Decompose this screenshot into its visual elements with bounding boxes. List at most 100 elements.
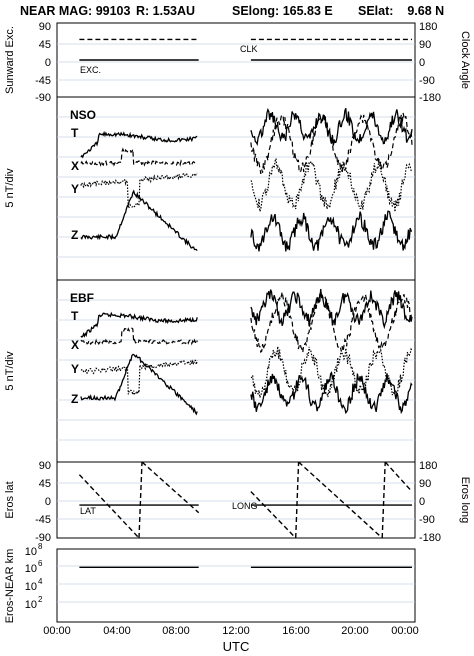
p5-tick-1: 10 6 [25,559,43,575]
p4-ann-lat: LAT [80,506,96,516]
p1-left-label: Sunward Exc. [4,26,16,94]
p4-rt-4: -180 [419,532,441,544]
panel-eros-latlong: 90 45 0 -45 -90 180 90 0 -90 -180 Eros l… [4,460,471,544]
panel-sunward-clock: 90 45 0 -45 -90 180 90 0 -90 -180 Sunwar… [4,21,471,104]
header-title: NEAR MAG: 99103 [20,4,130,18]
series-t-seg-0 [80,311,198,338]
panel3-lines [80,288,413,416]
p1-right-label: Clock Angle [459,31,471,89]
magnetometer-chart: 90 45 0 -45 -90 180 90 0 -90 -180 Sunwar… [4,21,471,654]
p1-ann-exc: EXC. [80,65,101,75]
x-axis-label: UTC [223,639,250,654]
header-selong: SElong: 165.83 E [232,4,333,18]
p1-rt-0: 180 [419,21,437,33]
panel2-lines [80,107,413,252]
p4-ann-long: LONG [232,501,258,511]
x-tick-2: 08:00 [162,625,190,637]
p5-tick-0-base: 10 [25,546,37,558]
p1-lt-0: 90 [39,21,51,33]
series-long-seg-7 [384,461,413,493]
p2-ann-t: T [71,126,79,140]
p5-tick-2-base: 10 [25,581,37,593]
header: NEAR MAG: 99103 R: 1.53AU SElong: 165.83… [0,0,474,20]
x-axis: 00:00 04:00 08:00 12:00 16:00 20:00 00:0… [43,625,419,654]
series-long-seg-4 [295,461,300,539]
p3-ann-y: Y [71,362,79,376]
p5-tick-3: 10 2 [25,595,43,611]
p1-lt-3: -45 [35,75,51,87]
panel4-grid [57,482,415,520]
x-tick-0: 00:00 [43,625,71,637]
series-z-seg-0 [80,189,198,252]
p3-ann-x: X [71,338,79,352]
series-x-seg-1 [250,112,413,175]
series-z-seg-1 [250,371,413,415]
p4-lt-4: -90 [35,532,51,544]
series-long-seg-5 [298,461,383,539]
series-long-seg-3 [250,491,297,539]
series-t-seg-1 [250,107,413,147]
p4-left-label: Eros lat [4,481,16,518]
p4-lt-0: 90 [39,460,51,472]
x-tick-4: 16:00 [282,625,310,637]
header-svg: NEAR MAG: 99103 R: 1.53AU SElong: 165.83… [20,4,444,18]
series-z-seg-1 [250,210,413,252]
p1-rt-3: -90 [419,75,435,87]
x-tick-5: 20:00 [341,625,369,637]
panel3-frame [56,279,416,463]
header-r: R: 1.53AU [136,4,195,18]
p2-ann-z: Z [71,228,78,242]
series-x-seg-0 [80,147,198,167]
series-long-seg-2 [141,461,200,514]
p4-lt-1: 45 [39,478,51,490]
p1-rt-4: -180 [419,92,441,104]
p5-tick-1-exp: 6 [38,559,43,568]
p4-right-label: Eros long [459,477,471,523]
x-tick-1: 04:00 [103,625,131,637]
p4-rt-2: 0 [419,496,425,508]
p5-left-label: Eros-NEAR km [4,549,16,624]
p1-ann-clk: CLK [240,44,258,54]
p5-tick-1-base: 10 [25,563,37,575]
p1-rt-1: 90 [419,39,431,51]
p2-ann-y: Y [71,182,79,196]
series-x-seg-0 [80,327,198,346]
p5-tick-2-exp: 4 [38,577,43,586]
series-y-seg-0 [80,359,198,396]
panel5-frame [56,548,416,623]
p5-tick-3-exp: 2 [38,595,43,604]
p4-lt-2: 0 [45,496,51,508]
series-t-seg-0 [80,130,198,159]
p5-tick-3-base: 10 [25,599,37,611]
p3-left-label: 5 nT/div [4,351,16,391]
panel-eros-near-distance: 10 8 10 6 10 4 10 2 Eros-NEAR km [4,542,416,624]
panel1-grid [57,43,415,81]
series-z-seg-0 [80,353,198,416]
panel4-frame [56,461,416,539]
header-selat: SElat: 9.68 N [358,4,444,18]
panel4-lines [78,461,413,539]
p4-lt-3: -45 [35,514,51,526]
p2-left-label: 5 nT/div [4,168,16,208]
p5-tick-2: 10 4 [25,577,43,593]
panel2-frame [56,96,416,281]
p5-tick-0-exp: 8 [38,542,43,551]
series-long-seg-1 [138,461,143,539]
p3-title: EBF [70,291,94,305]
x-tick-3: 12:00 [222,625,250,637]
panel-ebf: 5 nT/div EBF T X Y Z [4,279,416,463]
series-long-seg-6 [381,461,386,539]
series-t-seg-1 [250,288,413,330]
p2-title: NSO [70,108,96,122]
x-tick-6: 00:00 [391,625,419,637]
p1-lt-4: -90 [35,92,51,104]
series-y-seg-1 [250,346,413,398]
p4-rt-0: 180 [419,460,437,472]
panel5-grid [57,565,415,603]
series-y-seg-1 [250,158,413,212]
series-y-seg-0 [80,172,198,210]
p5-tick-0: 10 8 [25,542,43,558]
p1-rt-2: 0 [419,57,425,69]
panel1-lines [79,38,412,61]
p3-ann-z: Z [71,392,78,406]
